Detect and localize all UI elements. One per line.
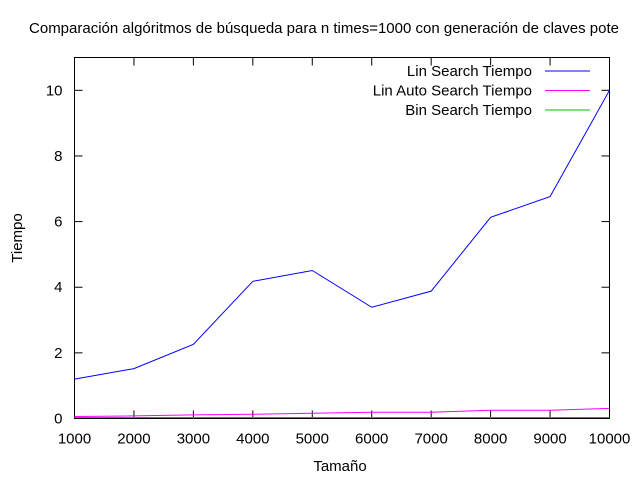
legend-label: Lin Search Tiempo — [407, 63, 532, 80]
x-axis: 1000 2000 3000 4000 5000 6000 7000 8000 9000 1000… — [58, 57, 631, 448]
series-line-1 — [74, 407, 610, 418]
x-tick-label: 4000 — [236, 431, 269, 448]
x-tick-label: 6000 — [355, 431, 388, 448]
legend-label: Lin Auto Search Tiempo — [373, 83, 532, 100]
x-tick-label: 9000 — [533, 431, 566, 448]
y-axis: 0 2 4 6 8 10 — [46, 82, 610, 428]
x-tick-label: 10000 — [589, 431, 631, 448]
x-tick-label: 7000 — [414, 431, 447, 448]
y-tick-label: 8 — [54, 148, 62, 165]
y-tick-label: 4 — [54, 279, 62, 296]
series-lines — [74, 90, 610, 419]
x-tick-label: 2000 — [117, 431, 150, 448]
y-tick-label: 6 — [54, 214, 62, 231]
x-tick-label: 3000 — [177, 431, 210, 448]
x-tick-label: 1000 — [58, 431, 91, 448]
y-tick-label: 10 — [46, 82, 63, 99]
chart-title: Comparación algóritmos de búsqueda para … — [29, 20, 619, 37]
plot-frame — [74, 57, 610, 419]
y-tick-label: 2 — [54, 345, 62, 362]
legend-label: Bin Search Tiempo — [405, 102, 532, 119]
x-tick-label: 8000 — [474, 431, 507, 448]
y-tick-label: 0 — [54, 411, 62, 428]
y-axis-label: Tiempo — [9, 213, 26, 262]
series-line-0 — [74, 90, 610, 380]
legend: Lin Search Tiempo Lin Auto Search Tiempo B… — [373, 63, 590, 119]
x-tick-label: 5000 — [296, 431, 329, 448]
x-axis-label: Tamaño — [313, 458, 366, 475]
